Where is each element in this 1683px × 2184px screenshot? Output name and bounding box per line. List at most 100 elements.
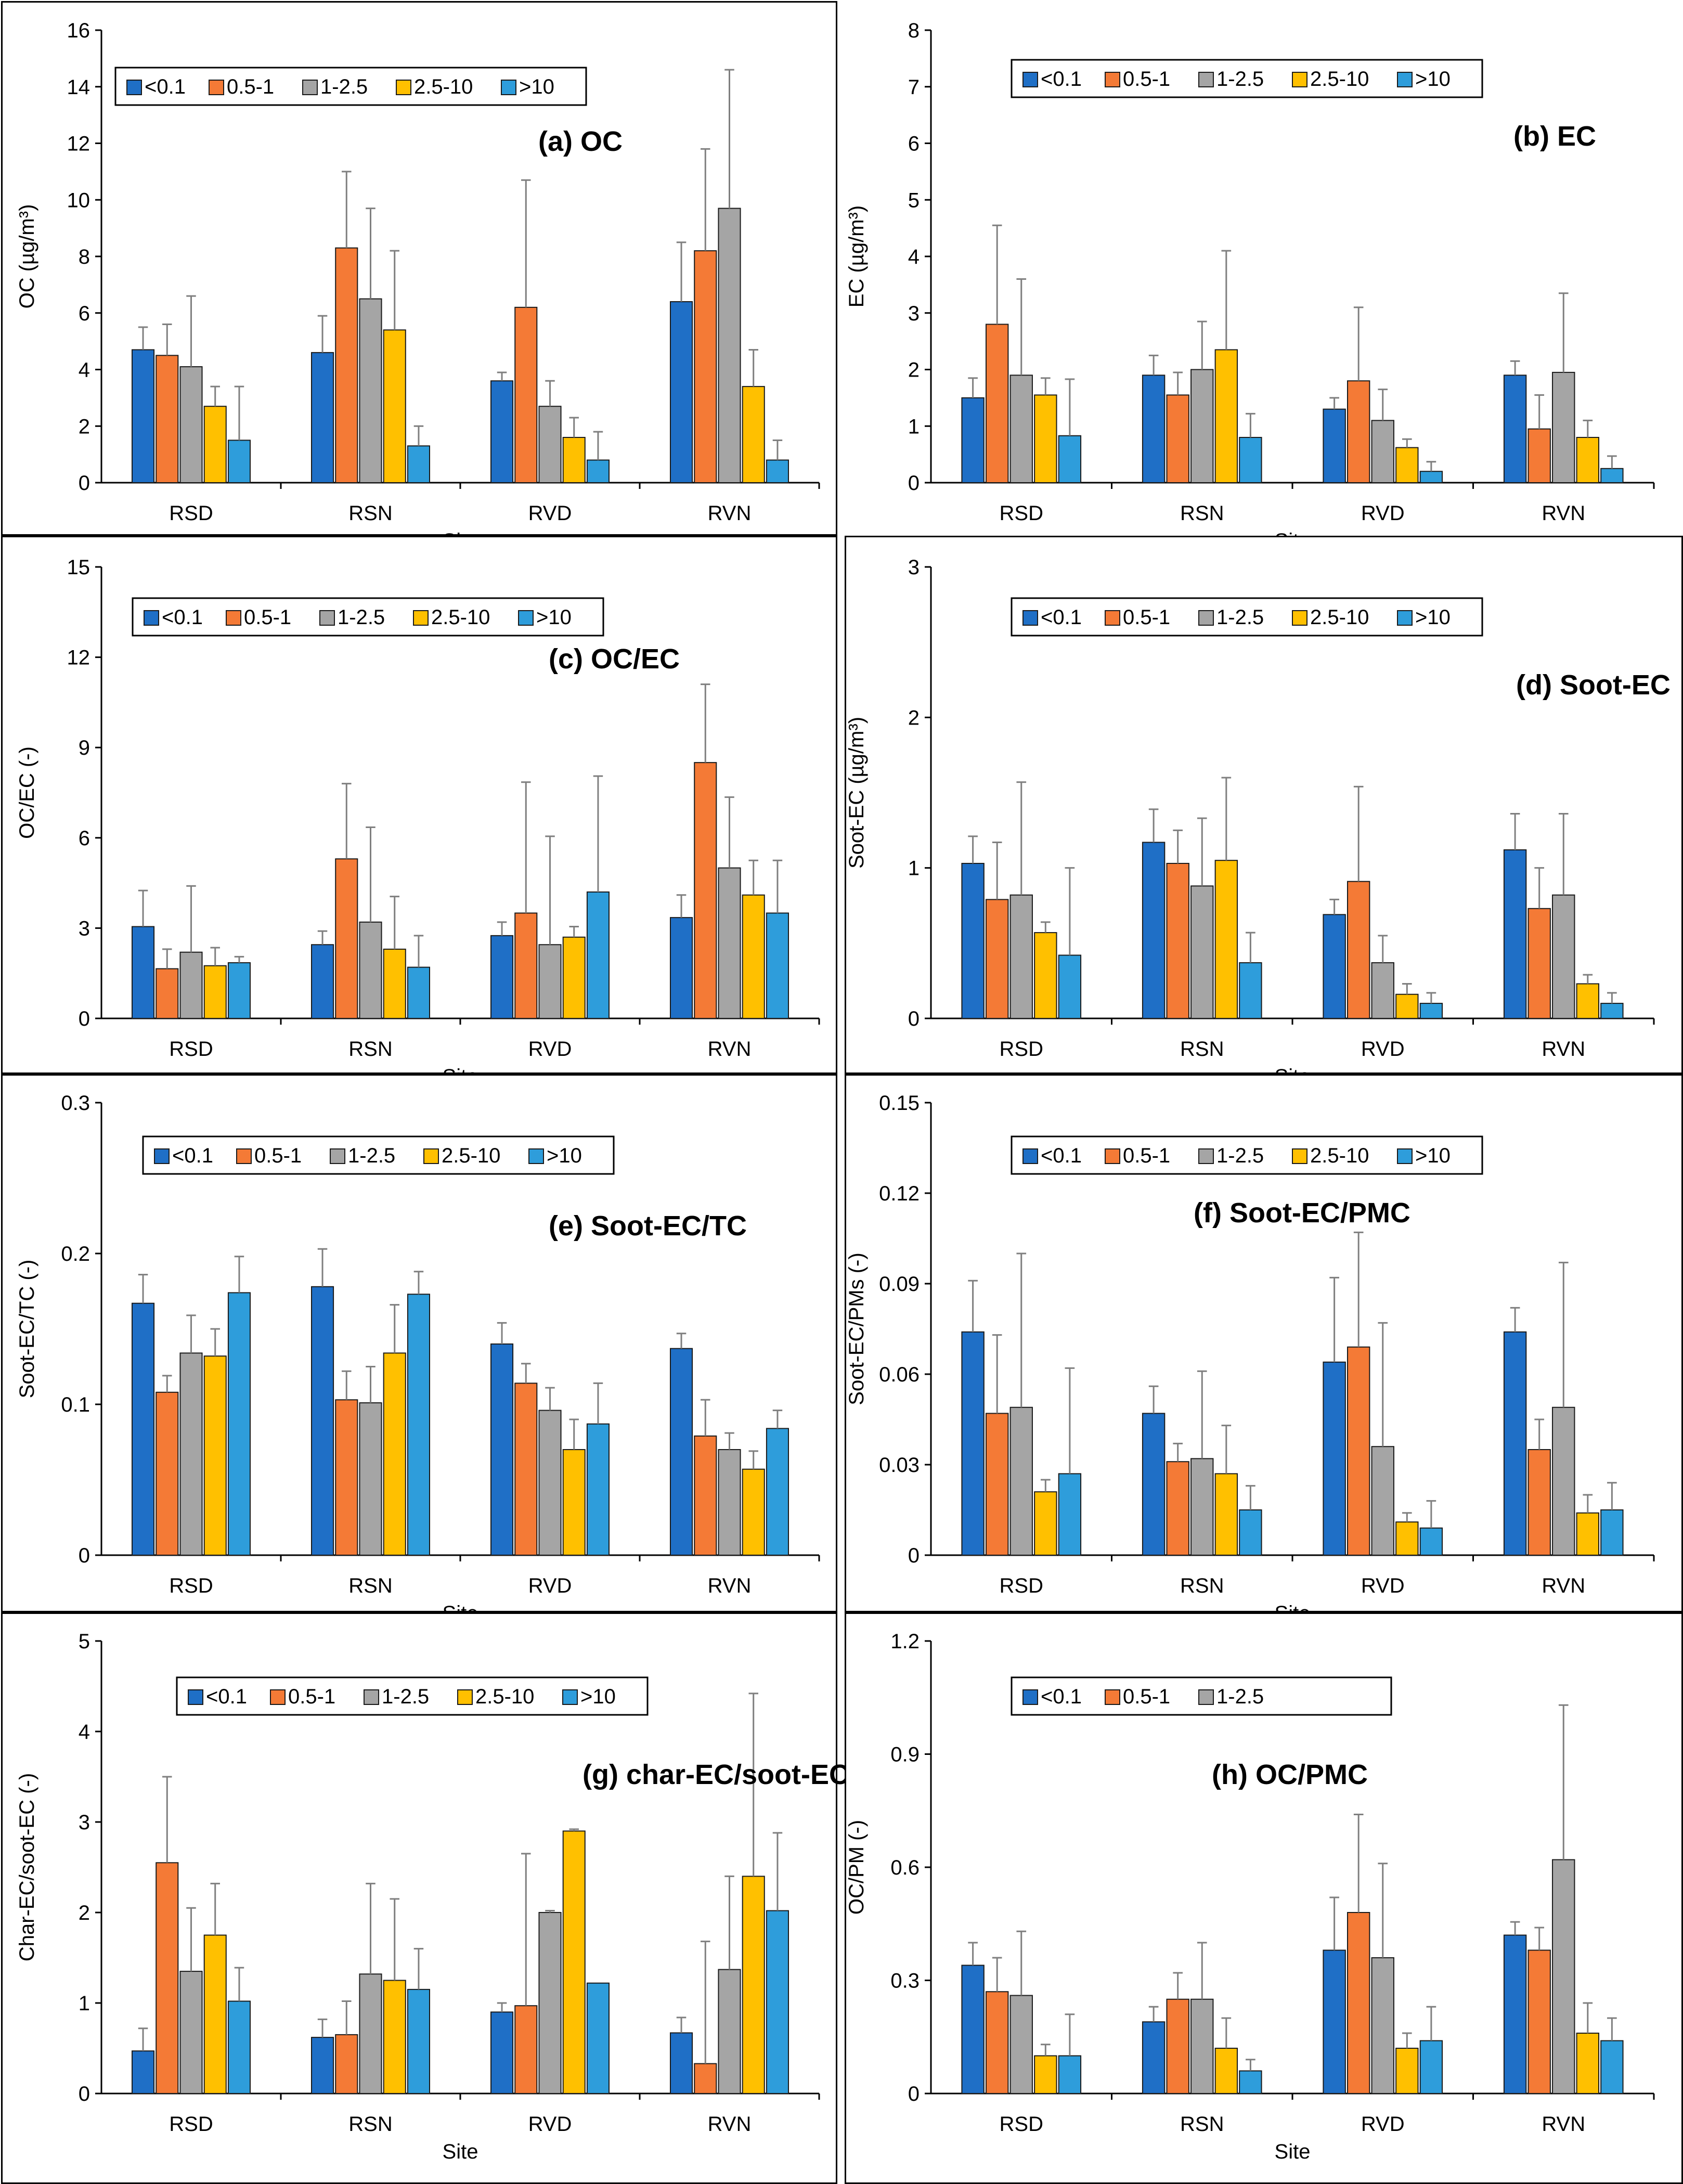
bar-RSD-<0.1 [961,397,985,483]
legend-label: <0.1 [1041,68,1082,91]
bar-RSD->10 [227,962,251,1019]
legend-swatch [1198,610,1214,626]
bar-RSN-<0.1 [310,1286,334,1556]
panel-title: (d) Soot-EC [1516,669,1671,701]
legend-swatch [319,610,335,626]
y-tick-label: 3 [908,302,920,325]
y-tick-label: 0.6 [890,1856,920,1879]
bar-RVD-2.5-10 [1395,993,1419,1019]
bar-RVD-<0.1 [490,935,514,1019]
legend-swatch [209,80,224,95]
bar-RVN->10 [1600,468,1624,483]
bar-RSD-0.5-1 [156,1862,179,2095]
panel-3: 03691215RSDRSNRVDRVNSiteOC/EC (-)<0.10.5… [1,536,837,1088]
bar-RVN-<0.1 [1503,1934,1527,2094]
legend-label: 1-2.5 [1216,606,1264,629]
bar-RSD-0.5-1 [985,324,1009,483]
bar-RSN-2.5-10 [383,948,406,1019]
y-axis-title: Soot-EC/TC (-) [16,1260,38,1399]
bar-RVD->10 [1419,1527,1443,1556]
y-tick-label: 0.3 [61,1092,90,1115]
bar-RVN-2.5-10 [1576,2033,1600,2094]
bar-RSD-0.5-1 [985,1413,1009,1556]
bar-RVN-<0.1 [669,2032,693,2094]
bar-RVD-0.5-1 [514,2005,538,2094]
bar-RSN-1-2.5 [1190,369,1214,483]
y-axis-title: OC/PM (-) [845,1820,868,1915]
legend-label: <0.1 [145,75,186,98]
category-label: RSN [1180,1574,1224,1597]
bar-RVD-2.5-10 [1395,2048,1419,2094]
bar-RVN-0.5-1 [1527,1449,1551,1556]
legend-swatch [1198,1689,1214,1705]
category-label: RVD [528,502,572,525]
category-label: RVD [1361,1038,1405,1061]
legend-swatch [144,610,159,626]
y-tick-label: 0 [79,1544,90,1567]
legend-label: 0.5-1 [1123,68,1170,91]
bar-RSD-1-2.5 [179,1971,203,2095]
legend-swatch [1022,1148,1038,1164]
panel-8: 0 0.3 0.6 0.9 1.2 RSD RSN RVD RVN Site OC/PM (-) <0… [845,1612,1683,2184]
y-tick-label: 2 [908,359,920,382]
legend-label: 2.5-10 [1310,68,1369,91]
bar-RVD->10 [586,1423,610,1556]
legend-label: 0.5-1 [1123,1685,1170,1708]
y-tick-label: 0 [79,2083,90,2105]
y-tick-label: 6 [908,133,920,156]
bar-RSD->10 [227,440,251,483]
legend-swatch [1022,1689,1038,1705]
bar-RVD-0.5-1 [1347,881,1370,1019]
bar-RSD-1-2.5 [179,1352,203,1556]
bar-RSN-0.5-1 [335,247,358,483]
legend-swatch [1397,610,1413,626]
legend: <0.1 0.5-1 1-2.5 2.5-10 >10 [1011,1135,1483,1175]
bar-RVD-<0.1 [490,380,514,483]
y-tick-label: 0 [908,1544,920,1567]
bar-RVD->10 [586,891,610,1019]
bar-RSN-<0.1 [1142,374,1166,483]
category-label: RVD [1361,502,1405,525]
y-tick-label: 3 [79,917,90,940]
bar-RSN-<0.1 [1142,2021,1166,2094]
category-label: RVN [1542,2113,1585,2136]
category-label: RVD [1361,1574,1405,1597]
bar-RSD-1-2.5 [1009,894,1033,1019]
category-label: RVN [1542,1574,1585,1597]
category-label: RVD [1361,2113,1405,2136]
legend-label: >10 [536,606,572,629]
y-tick-label: 0 [908,2083,920,2105]
y-tick-label: 16 [67,19,90,42]
bar-RVN-2.5-10 [1576,437,1600,483]
bar-RVD-2.5-10 [562,1449,586,1556]
bar-RSD-<0.1 [131,926,155,1019]
bar-RVN-2.5-10 [1576,1512,1600,1556]
legend-label: 1-2.5 [348,1144,395,1167]
bar-RSN-1-2.5 [1190,1998,1214,2094]
category-label: RSN [348,502,392,525]
bar-RVD-1-2.5 [1371,420,1394,483]
legend-label: >10 [1415,606,1451,629]
category-label: RSN [1180,1038,1224,1061]
bar-RSN-0.5-1 [335,1399,358,1556]
legend-label: <0.1 [206,1685,247,1708]
panel-5: 00.10.20.3RSDRSNRVDRVNSiteSoot-EC/TC (-)… [1,1074,837,1625]
bar-RVN-0.5-1 [694,250,717,483]
legend-label: 2.5-10 [1310,1144,1369,1167]
y-axis-title: Soot-EC/PMs (-) [845,1252,868,1405]
category-label: RSD [1000,502,1043,525]
y-tick-label: 0.09 [879,1273,920,1296]
legend: <0.1 0.5-1 1-2.5 2.5-10 >10 [1011,597,1483,637]
bar-RSN-2.5-10 [383,1980,406,2094]
category-label: RSD [169,2113,213,2136]
y-tick-label: 4 [908,245,920,268]
y-tick-label: 0 [908,472,920,495]
y-tick-label: 5 [79,1630,90,1653]
bar-RVD->10 [586,459,610,483]
category-label: RSD [169,1038,213,1061]
bar-RVN-1-2.5 [1552,894,1575,1019]
legend-swatch [1397,72,1413,87]
bar-RSN-2.5-10 [1214,860,1238,1019]
bar-RVN-1-2.5 [1552,1859,1575,2094]
bar-RVD-1-2.5 [538,1410,562,1556]
